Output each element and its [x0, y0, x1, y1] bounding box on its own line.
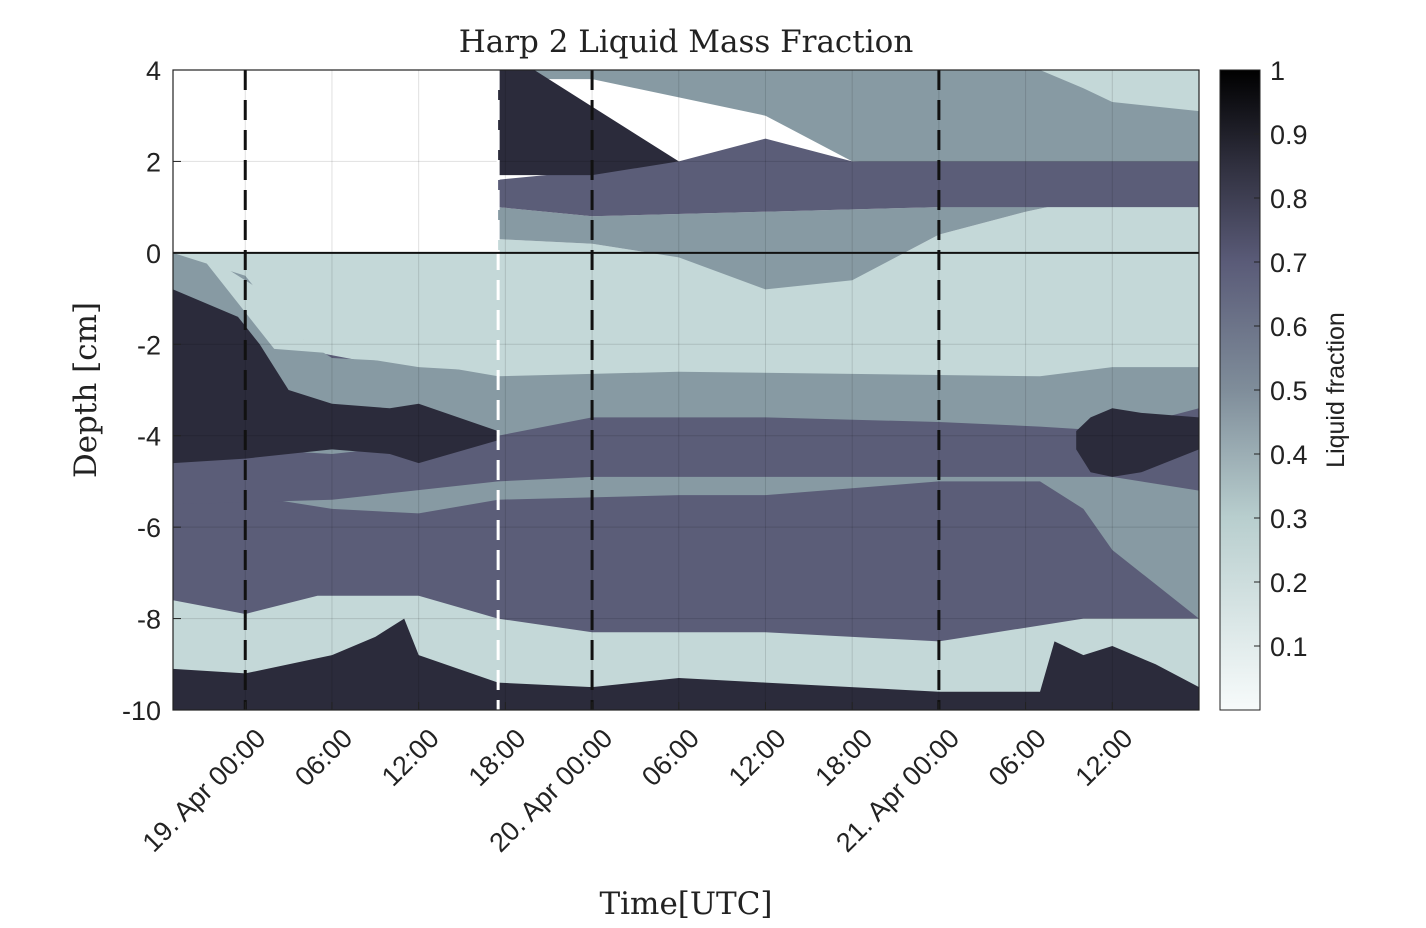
fraction-band-7	[498, 188, 1199, 290]
colorbar-tick-label-7: 0.3	[1270, 504, 1308, 534]
fraction-band-8	[498, 188, 1199, 290]
y-tick-label-0: 4	[146, 56, 161, 86]
colorbar-tick-label-9: 0.1	[1270, 632, 1308, 662]
x-tick-label-2: 12:00	[376, 723, 445, 792]
y-tick-label-7: -10	[122, 696, 161, 726]
y-axis-label: Depth [cm]	[68, 302, 104, 478]
colorbar-ticks: 1 0.9 0.8 0.7 0.6 0.5 0.4 0.3 0.2 0.1	[1254, 56, 1308, 662]
fraction-band-6	[173, 618, 1199, 710]
fraction-band-12	[1040, 70, 1199, 112]
colorbar-tick-label-8: 0.2	[1270, 568, 1308, 598]
time-markers	[243, 70, 941, 710]
x-tick-label-7: 18:00	[809, 723, 878, 792]
fraction-band-4	[173, 289, 499, 464]
y-tick-label-5: -6	[137, 513, 161, 543]
colorbar-tick-label-4: 0.6	[1270, 312, 1308, 342]
plot-frame	[172, 69, 1200, 711]
x-tick-label-10: 12:00	[1070, 723, 1139, 792]
x-tick-label-1: 06:00	[289, 723, 358, 792]
x-tick-label-5: 06:00	[636, 723, 705, 792]
colorbar-tick-label-5: 0.5	[1270, 376, 1308, 406]
y-tick-label-1: 2	[146, 147, 161, 177]
colorbar-tick-label-3: 0.7	[1270, 248, 1308, 278]
chart-title: Harp 2 Liquid Mass Fraction	[459, 24, 914, 60]
fraction-band-3	[173, 408, 1199, 505]
colorbar-gradient	[1219, 69, 1261, 711]
colorbar-tick-label-6: 0.4	[1270, 440, 1308, 470]
y-tick-label-4: -4	[137, 422, 161, 452]
colorbar-tick-label-0: 1	[1270, 56, 1285, 86]
x-tick-label-0: 19. Apr 00:00	[137, 723, 272, 858]
x-axis-label: Time[UTC]	[599, 886, 772, 922]
colorbar-label: Liquid fraction	[1322, 312, 1350, 468]
fraction-band-10	[498, 70, 1199, 162]
y-tick-label-3: -2	[137, 330, 161, 360]
x-tick-label-9: 06:00	[983, 723, 1052, 792]
y-tick-label-2: 0	[146, 239, 161, 269]
y-tick-label-6: -8	[137, 605, 161, 635]
liquid-fraction-bands	[173, 70, 1199, 710]
colorbar: 1 0.9 0.8 0.7 0.6 0.5 0.4 0.3 0.2 0.1 Liquid frac…	[1219, 56, 1350, 711]
x-tick-label-3: 18:00	[463, 723, 532, 792]
fraction-band-5	[1076, 408, 1199, 477]
x-tick-label-6: 12:00	[723, 723, 792, 792]
colorbar-tick-label-1: 0.9	[1270, 120, 1308, 150]
colorbar-tick-label-2: 0.8	[1270, 184, 1308, 214]
y-axis-ticks: 4 2 0 -2 -4 -6 -8 -10	[122, 56, 181, 726]
fraction-band-11	[498, 70, 679, 176]
